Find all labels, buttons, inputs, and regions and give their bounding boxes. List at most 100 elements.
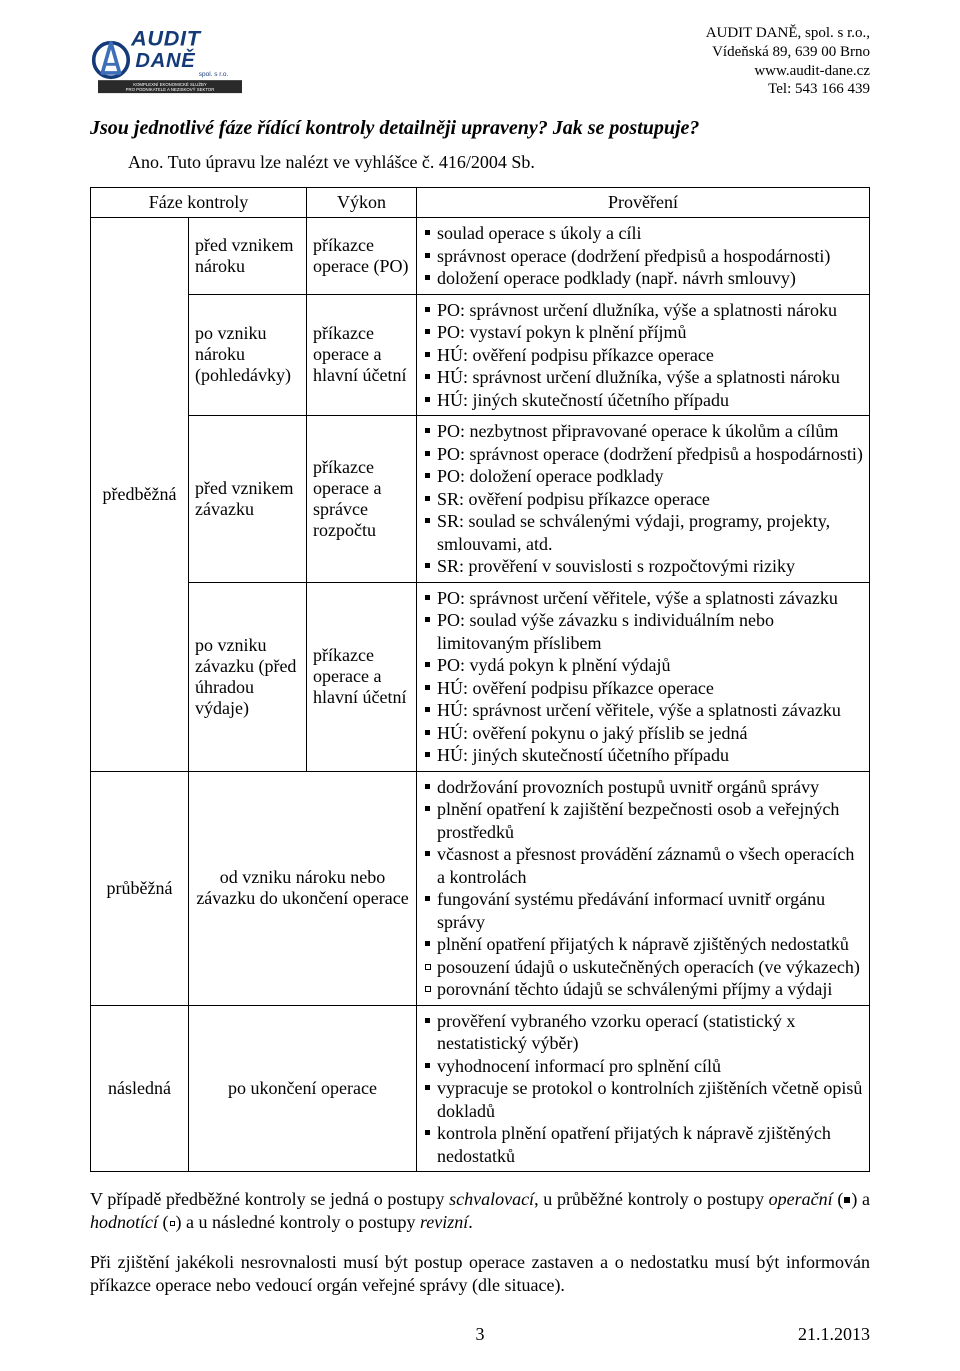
list-item: doložení operace podklady (např. návrh s…	[423, 267, 863, 290]
italic-text: schvalovací	[449, 1189, 534, 1209]
cell-kdy: po vzniku nároku (pohledávky)	[189, 294, 307, 416]
list-item: SR: prověření v souvislosti s rozpočtový…	[423, 555, 863, 578]
cell-kdy: před vznikem nároku	[189, 218, 307, 295]
list-item: PO: správnost určení věřitele, výše a sp…	[423, 587, 863, 610]
list-item: fungování systému předávání informací uv…	[423, 888, 863, 933]
list-item: včasnost a přesnost provádění záznamů o …	[423, 843, 863, 888]
svg-text:PRO PODNIKATELE A NEZISKOVÝ SE: PRO PODNIKATELE A NEZISKOVÝ SEKTOR	[126, 87, 215, 92]
check-list: PO: správnost určení dlužníka, výše a sp…	[423, 299, 863, 412]
table-row: předběžná před vznikem nároku příkazce o…	[91, 218, 870, 295]
contact-addr: Vídeňská 89, 639 00 Brno	[706, 43, 870, 62]
cell-kdy: před vznikem závazku	[189, 416, 307, 583]
list-item: PO: vydá pokyn k plnění výdajů	[423, 654, 863, 677]
list-item: SR: soulad se schválenými výdaji, progra…	[423, 510, 863, 555]
logo-icon: AUDIT DANĚ spol. s r.o. KOMPLEXNÍ EKONOM…	[90, 24, 250, 96]
paragraph-1: V případě předběžné kontroly se jedná o …	[90, 1188, 870, 1235]
cell-kdy: po vzniku závazku (před úhradou výdaje)	[189, 582, 307, 771]
cell-provereni: prověření vybraného vzorku operací (stat…	[417, 1005, 870, 1172]
check-list: dodržování provozních postupů uvnitř org…	[423, 776, 863, 1001]
list-item: porovnání těchto údajů se schválenými př…	[423, 978, 863, 1001]
cell-vykon: příkazce operace a hlavní účetní	[307, 294, 417, 416]
check-list: soulad operace s úkoly a cíli správnost …	[423, 222, 863, 290]
company-contact: AUDIT DANĚ, spol. s r.o., Vídeňská 89, 6…	[706, 24, 870, 99]
text: ) a	[851, 1189, 870, 1209]
list-item: HÚ: správnost určení dlužníka, výše a sp…	[423, 366, 863, 389]
list-item: PO: správnost určení dlužníka, výše a sp…	[423, 299, 863, 322]
list-item: PO: doložení operace podklady	[423, 465, 863, 488]
paragraph-2: Při zjištění jakékoli nesrovnalosti musí…	[90, 1251, 870, 1298]
text: (	[158, 1212, 169, 1232]
svg-text:DANĚ: DANĚ	[135, 48, 195, 72]
section-heading: Jsou jednotlivé fáze řídící kontroly det…	[90, 117, 870, 140]
svg-text:AUDIT: AUDIT	[130, 26, 202, 51]
th-provereni: Prověření	[417, 188, 870, 218]
contact-web: www.audit-dane.cz	[706, 62, 870, 81]
table-row: následná po ukončení operace prověření v…	[91, 1005, 870, 1172]
cell-provereni: dodržování provozních postupů uvnitř org…	[417, 771, 870, 1005]
th-faze: Fáze kontroly	[91, 188, 307, 218]
cell-provereni: soulad operace s úkoly a cíli správnost …	[417, 218, 870, 295]
cell-vykon: příkazce operace a správce rozpočtu	[307, 416, 417, 583]
list-item: vyhodnocení informací pro splnění cílů	[423, 1055, 863, 1078]
intro-paragraph: Ano. Tuto úpravu lze nalézt ve vyhlášce …	[128, 152, 870, 173]
check-list: prověření vybraného vzorku operací (stat…	[423, 1010, 863, 1168]
table-row: po vzniku závazku (před úhradou výdaje) …	[91, 582, 870, 771]
italic-text: operační	[769, 1189, 833, 1209]
table-header-row: Fáze kontroly Výkon Prověření	[91, 188, 870, 218]
italic-text: hodnotící	[90, 1212, 158, 1232]
cell-faze-nasledna: následná	[91, 1005, 189, 1172]
list-item: vypracuje se protokol o kontrolních zjiš…	[423, 1077, 863, 1122]
cell-provereni: PO: nezbytnost připravované operace k úk…	[417, 416, 870, 583]
list-item: soulad operace s úkoly a cíli	[423, 222, 863, 245]
cell-faze-prubezna: průběžná	[91, 771, 189, 1005]
list-item: PO: vystaví pokyn k plnění příjmů	[423, 321, 863, 344]
list-item: PO: správnost operace (dodržení předpisů…	[423, 443, 863, 466]
bullet-hollow-icon	[170, 1221, 175, 1226]
table-row: po vzniku nároku (pohledávky) příkazce o…	[91, 294, 870, 416]
list-item: HÚ: ověření podpisu příkazce operace	[423, 677, 863, 700]
cell-faze-predbezna: předběžná	[91, 218, 189, 772]
list-item: PO: soulad výše závazku s individuálním …	[423, 609, 863, 654]
document-header: AUDIT DANĚ spol. s r.o. KOMPLEXNÍ EKONOM…	[90, 24, 870, 99]
page-footer: 3 21.1.2013	[90, 1324, 870, 1345]
check-list: PO: správnost určení věřitele, výše a sp…	[423, 587, 863, 767]
list-item: HÚ: ověření podpisu příkazce operace	[423, 344, 863, 367]
footer-date: 21.1.2013	[798, 1324, 870, 1345]
list-item: dodržování provozních postupů uvnitř org…	[423, 776, 863, 799]
list-item: HÚ: jiných skutečností účetního případu	[423, 744, 863, 767]
list-item: HÚ: ověření pokynu o jaký příslib se jed…	[423, 722, 863, 745]
cell-vykon: příkazce operace (PO)	[307, 218, 417, 295]
contact-name: AUDIT DANĚ, spol. s r.o.,	[706, 24, 870, 43]
list-item: kontrola plnění opatření přijatých k náp…	[423, 1122, 863, 1167]
th-vykon: Výkon	[307, 188, 417, 218]
list-item: správnost operace (dodržení předpisů a h…	[423, 245, 863, 268]
svg-text:KOMPLEXNÍ EKONOMICKÉ SLUŽBY: KOMPLEXNÍ EKONOMICKÉ SLUŽBY	[133, 82, 207, 87]
text: ) a u následné kontroly o postupy	[176, 1212, 420, 1232]
table-row: před vznikem závazku příkazce operace a …	[91, 416, 870, 583]
cell-kdy: od vzniku nároku nebo závazku do ukončen…	[189, 771, 417, 1005]
text: (	[833, 1189, 844, 1209]
cell-kdy: po ukončení operace	[189, 1005, 417, 1172]
cell-vykon: příkazce operace a hlavní účetní	[307, 582, 417, 771]
phases-table: Fáze kontroly Výkon Prověření předběžná …	[90, 187, 870, 1172]
svg-text:spol. s r.o.: spol. s r.o.	[199, 71, 229, 78]
text: V případě předběžné kontroly se jedná o …	[90, 1189, 449, 1209]
list-item: plnění opatření k zajištění bezpečnosti …	[423, 798, 863, 843]
list-item: HÚ: jiných skutečností účetního případu	[423, 389, 863, 412]
list-item: posouzení údajů o uskutečněných operacíc…	[423, 956, 863, 979]
page-number: 3	[476, 1324, 485, 1345]
list-item: plnění opatření přijatých k nápravě zjiš…	[423, 933, 863, 956]
list-item: PO: nezbytnost připravované operace k úk…	[423, 420, 863, 443]
italic-text: revizní	[420, 1212, 468, 1232]
table-row: průběžná od vzniku nároku nebo závazku d…	[91, 771, 870, 1005]
bullet-solid-icon	[844, 1197, 850, 1203]
company-logo: AUDIT DANĚ spol. s r.o. KOMPLEXNÍ EKONOM…	[90, 24, 250, 96]
text: , u průběžné kontroly o postupy	[534, 1189, 769, 1209]
text: .	[468, 1212, 473, 1232]
list-item: HÚ: správnost určení věřitele, výše a sp…	[423, 699, 863, 722]
list-item: prověření vybraného vzorku operací (stat…	[423, 1010, 863, 1055]
cell-provereni: PO: správnost určení dlužníka, výše a sp…	[417, 294, 870, 416]
contact-tel: Tel: 543 166 439	[706, 80, 870, 99]
list-item: SR: ověření podpisu příkazce operace	[423, 488, 863, 511]
check-list: PO: nezbytnost připravované operace k úk…	[423, 420, 863, 578]
